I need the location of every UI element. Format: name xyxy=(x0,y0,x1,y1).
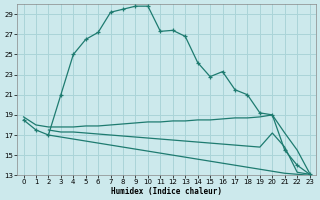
X-axis label: Humidex (Indice chaleur): Humidex (Indice chaleur) xyxy=(111,187,222,196)
